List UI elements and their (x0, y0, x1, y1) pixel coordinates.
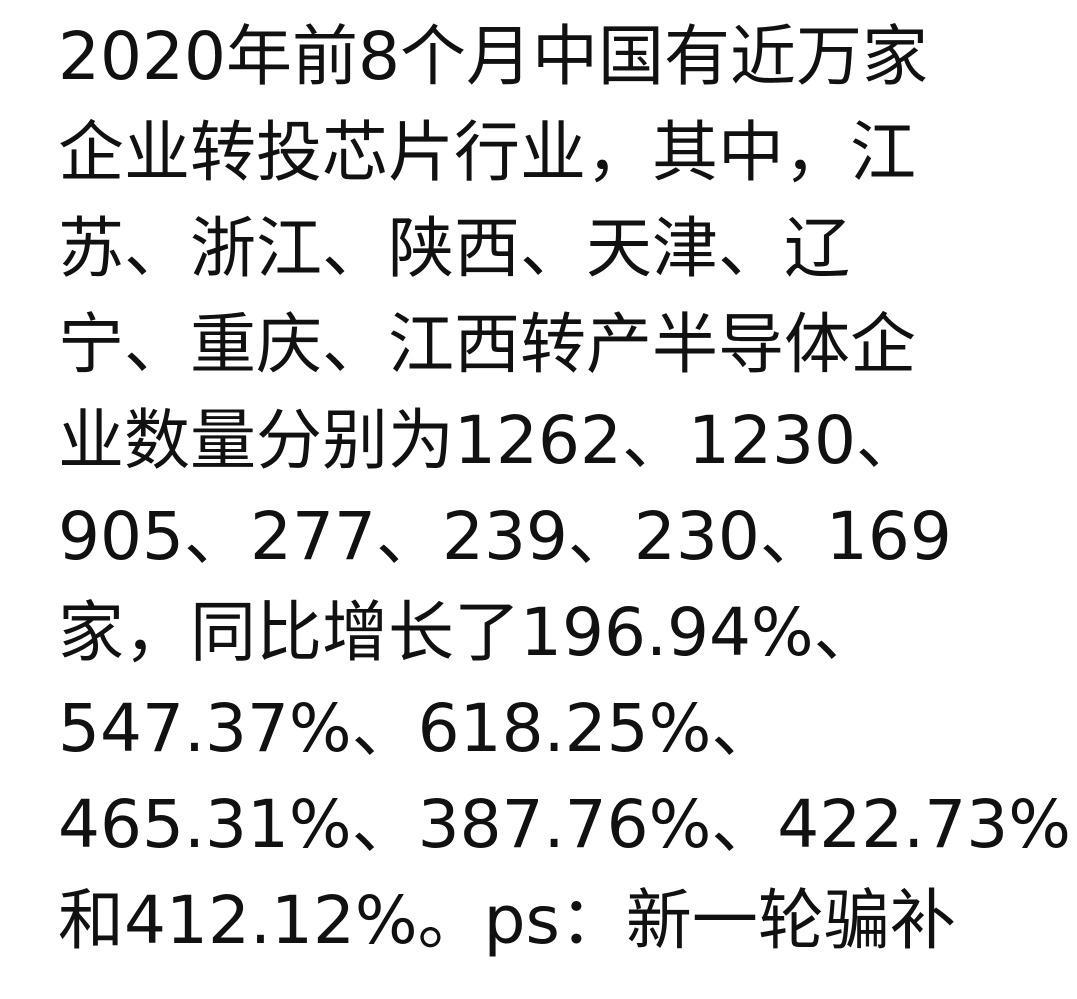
text-line-9: 465.31%、387.76%、422.73% (58, 786, 1071, 863)
text-line-5: 业数量分别为1262、1230、 (58, 402, 922, 479)
text-line-2: 企业转投芯片行业，其中，江 (58, 114, 916, 191)
text-line-8: 547.37%、618.25%、 (58, 690, 778, 767)
text-line-3: 苏、浙江、陕西、天津、辽 (58, 210, 850, 287)
text-line-6: 905、277、239、230、169 (58, 498, 952, 575)
text-line-7: 家，同比增长了196.94%、 (58, 594, 880, 671)
text-line-10: 和412.12%。ps：新一轮骗补 (58, 882, 956, 959)
text-line-1: 2020年前8个月中国有近万家 (58, 18, 928, 95)
text-line-4: 宁、重庆、江西转产半导体企 (58, 306, 916, 383)
text-document: 2020年前8个月中国有近万家 企业转投芯片行业，其中，江 苏、浙江、陕西、天津… (58, 0, 1071, 999)
